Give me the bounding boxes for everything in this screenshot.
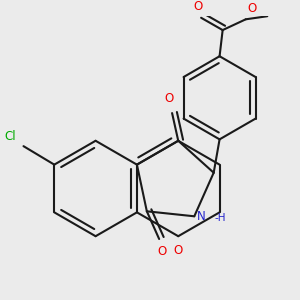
Text: N: N: [197, 210, 206, 223]
Text: O: O: [158, 245, 167, 258]
Text: O: O: [174, 244, 183, 257]
Text: O: O: [194, 0, 203, 13]
Text: Cl: Cl: [4, 130, 16, 143]
Text: O: O: [247, 2, 256, 15]
Text: O: O: [164, 92, 174, 105]
Text: -H: -H: [214, 213, 226, 223]
